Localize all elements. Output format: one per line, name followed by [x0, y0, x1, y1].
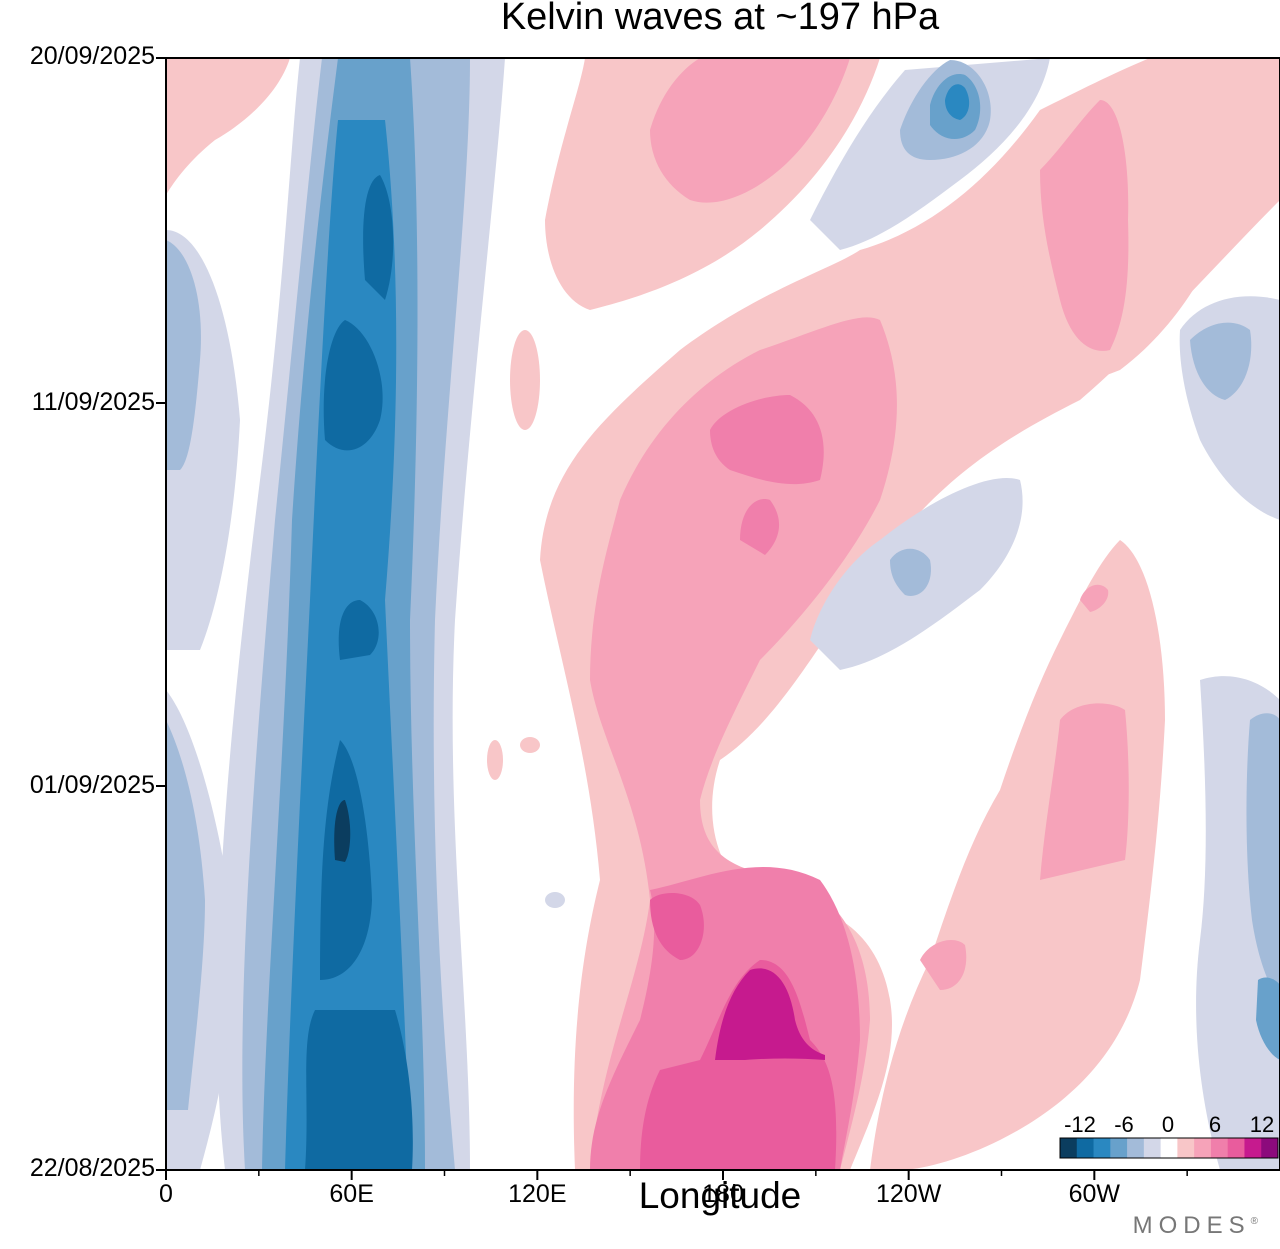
neg-right-edge-4 [1246, 713, 1280, 1000]
x-axis-label: Longitude [638, 1175, 802, 1216]
y-tick-label-bottom: 22/08/2025 [29, 1154, 155, 1182]
x-axis-minor-ticks [258, 1170, 1188, 1176]
neg-left-edge-4 [166, 240, 201, 470]
pos-dot-2 [487, 740, 503, 780]
pos-dot-3 [510, 330, 540, 430]
brand-text: MODES [1132, 1212, 1251, 1239]
x-axis-ticks [165, 1170, 1096, 1180]
neg-right-edge-2 [1190, 322, 1252, 400]
colorbar-swatch [1261, 1138, 1279, 1158]
pos-east-lvl2 [920, 584, 1129, 990]
chart-title: Kelvin waves at ~197 hPa [500, 0, 940, 38]
y-tick-label-lower: 01/09/2025 [29, 771, 155, 799]
colorbar-tick-label: -6 [1114, 1112, 1134, 1137]
x-tick-label: 180 [702, 1180, 744, 1208]
colorbar-swatch [1076, 1138, 1095, 1158]
colorbar-swatch [1177, 1138, 1195, 1158]
neg-ne-lvl4 [945, 84, 970, 120]
colorbar-tick-label: 12 [1249, 1112, 1275, 1137]
colorbar-swatch [1143, 1138, 1162, 1158]
colorbar-swatch [1194, 1138, 1212, 1158]
x-tick-label: 0 [159, 1180, 173, 1208]
y-tick-label-top: 20/09/2025 [29, 42, 155, 70]
y-tick-label-upper: 11/09/2025 [31, 388, 155, 416]
colorbar-tick-label: 6 [1208, 1112, 1222, 1137]
x-tick-label: 120W [876, 1180, 942, 1208]
colorbar-tick-label: -12 [1064, 1112, 1096, 1137]
x-tick-label: 120E [508, 1180, 567, 1208]
pos-top-center-2 [650, 58, 850, 203]
heatmap-field [166, 58, 1280, 1170]
colorbar-swatch [1210, 1138, 1229, 1158]
neg-right-edge-5 [1256, 977, 1280, 1060]
colorbar-swatch [1093, 1138, 1111, 1158]
brand-logo: MODES® [1132, 1212, 1258, 1239]
pos-top-left [166, 58, 290, 195]
x-tick-label: 60W [1068, 1180, 1121, 1208]
colorbar-frame [1059, 1137, 1279, 1159]
pos-east-lvl1 [870, 540, 1165, 1170]
pos-center-lvl3 [590, 395, 860, 1170]
colorbar-swatch [1127, 1138, 1145, 1158]
y-axis-ticks [156, 57, 166, 1171]
neg-mid-east-2 [890, 548, 931, 596]
x-tick-label: 60E [329, 1180, 374, 1208]
pos-dot-1 [520, 737, 540, 753]
neg-band-lvl6 [334, 800, 351, 862]
colorbar-swatch [1110, 1138, 1128, 1158]
neg-left-edge-2 [166, 720, 205, 1110]
colorbar-tick-label: 0 [1161, 1112, 1175, 1137]
colorbar [1059, 1137, 1279, 1159]
colorbar-swatch [1060, 1138, 1078, 1158]
pos-ne-lvl2 [1040, 100, 1129, 351]
colorbar-swatch [1244, 1138, 1262, 1158]
colorbar-swatch [1227, 1138, 1245, 1158]
neg-band-lvl5 [305, 175, 413, 1170]
neg-dot-1 [545, 892, 565, 908]
colorbar-swatch [1160, 1138, 1178, 1158]
pos-center-lvl5 [715, 968, 825, 1060]
